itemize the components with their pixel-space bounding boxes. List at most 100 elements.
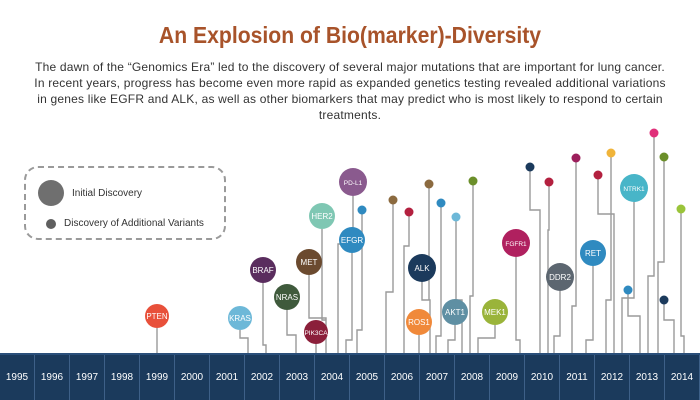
year-label-2001: 2001: [210, 355, 245, 400]
year-label-2000: 2000: [175, 355, 210, 400]
marker-circle-met: [296, 249, 322, 275]
year-label-2010: 2010: [525, 355, 560, 400]
stem-ntrk1: [621, 202, 635, 353]
marker-circle-ntrk1: [620, 174, 648, 202]
marker-label-nras: NRAS: [276, 293, 298, 302]
year-label-1995: 1995: [0, 355, 35, 400]
marker-circle-pik3ca: [304, 320, 328, 344]
stem-efgr: [345, 253, 353, 353]
stem-akt1: [447, 325, 456, 353]
marker-circle-kras: [228, 306, 252, 330]
variant-dot-2011: [593, 170, 603, 180]
marker-her2: HER2: [309, 203, 335, 229]
variant-stem-2005: [385, 204, 394, 353]
marker-circle-ros1: [406, 309, 432, 335]
variant-dot-2010: [571, 153, 581, 163]
variant-stem-2013: [663, 304, 675, 353]
marker-ros1: ROS1: [406, 309, 432, 335]
year-label-2013: 2013: [630, 355, 665, 400]
year-label-1997: 1997: [70, 355, 105, 400]
marker-circle-pten: [145, 304, 169, 328]
year-label-2006: 2006: [385, 355, 420, 400]
legend-variants-label: Discovery of Additional Variants: [64, 218, 204, 229]
year-label-2011: 2011: [560, 355, 595, 400]
variant-dot-2011: [606, 148, 616, 158]
marker-circle-pd-l1: [339, 168, 367, 196]
stem-pd-l1: [337, 196, 354, 353]
year-axis: 1995 1996 1997 1998 1999 2000 2001 2002 2003 2004…: [0, 353, 700, 400]
variant-stem-2014: [680, 213, 685, 353]
variant-stem-2011: [605, 157, 612, 353]
stem-fgfr1: [515, 257, 521, 353]
marker-label-pik3ca: PIK3CA: [304, 330, 328, 337]
variant-dot-2005: [404, 207, 414, 217]
year-label-2009: 2009: [490, 355, 525, 400]
marker-label-ros1: ROS1: [408, 318, 430, 327]
year-label-1999: 1999: [140, 355, 175, 400]
marker-kras: KRAS: [228, 306, 252, 330]
variant-dot-2007: [451, 212, 461, 222]
marker-label-efgr: EFGR: [341, 236, 363, 245]
variant-dot-2007: [468, 176, 478, 186]
variant-dot-2004: [357, 205, 367, 215]
stem-nras: [286, 310, 297, 353]
year-label-2008: 2008: [455, 355, 490, 400]
stem-kras: [239, 330, 249, 353]
variant-stem-2005: [403, 216, 410, 353]
marker-braf: BRAF: [250, 257, 276, 283]
variant-stem-2010: [547, 186, 550, 353]
variant-dot-2010: [544, 177, 554, 187]
legend-initial-label: Initial Discovery: [72, 187, 143, 199]
marker-ntrk1: NTRK1: [620, 174, 648, 202]
year-label-1998: 1998: [105, 355, 140, 400]
year-label-2003: 2003: [280, 355, 315, 400]
marker-ddr2: DDR2: [546, 263, 574, 291]
page-title: An Explosion of Bio(marker)-Diversity: [158, 22, 542, 48]
variant-dot-2006: [436, 198, 446, 208]
marker-fgfr1: FGFR1: [502, 229, 530, 257]
variant-dot-2006: [424, 179, 434, 189]
legend-initial-dot: [38, 180, 64, 206]
legend-row-variants: Discovery of Additional Variants: [38, 218, 204, 229]
marker-nras: NRAS: [274, 284, 300, 310]
marker-circle-her2: [309, 203, 335, 229]
marker-label-kras: KRAS: [229, 314, 251, 323]
variant-stem-2011: [597, 179, 615, 353]
marker-circle-ret: [580, 240, 606, 266]
variant-dot-2012: [623, 285, 633, 295]
variant-stem-2013: [657, 161, 665, 353]
variant-stem-2009: [529, 171, 541, 353]
marker-akt1: AKT1: [442, 299, 468, 325]
variant-stem-2012: [627, 294, 641, 353]
marker-label-pten: PTEN: [146, 312, 168, 321]
year-label-2004: 2004: [315, 355, 350, 400]
legend-row-initial: Initial Discovery: [38, 180, 142, 206]
variant-dot-2005: [388, 195, 398, 205]
marker-alk: ALK: [408, 254, 436, 282]
legend-variant-dot: [46, 218, 56, 229]
marker-circle-fgfr1: [502, 229, 530, 257]
marker-circle-nras: [274, 284, 300, 310]
variant-dot-2013: [659, 295, 669, 305]
year-label-2002: 2002: [245, 355, 280, 400]
year-label-2014: 2014: [665, 355, 700, 400]
stem-ddr2: [553, 291, 561, 353]
marker-pd-l1: PD-L1: [339, 168, 367, 196]
marker-circle-alk: [408, 254, 436, 282]
marker-circles: PTEN KRAS BRAF NRAS MET PIK3CA HER2 PD-L1 EFGR AL…: [145, 168, 648, 344]
marker-circle-efgr: [339, 227, 365, 253]
year-label-2005: 2005: [350, 355, 385, 400]
variant-stem-2007: [469, 185, 474, 353]
marker-label-her2: HER2: [311, 212, 333, 221]
marker-label-pd-l1: PD-L1: [344, 180, 363, 187]
marker-label-mek1: MEK1: [484, 308, 506, 317]
stem-mek1: [477, 325, 496, 353]
marker-pten: PTEN: [145, 304, 169, 328]
marker-label-akt1: AKT1: [445, 308, 466, 317]
variant-stem-2004: [356, 214, 363, 353]
variant-dot-2009: [525, 162, 535, 172]
variant-dot-2013: [659, 152, 669, 162]
marker-label-met: MET: [301, 258, 318, 267]
variant-dot-2012: [649, 128, 659, 138]
